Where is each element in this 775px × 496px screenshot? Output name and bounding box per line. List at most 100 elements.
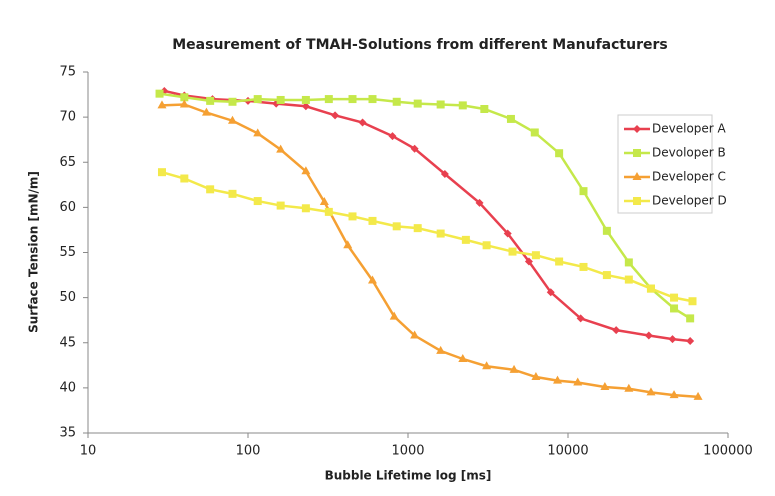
x-tick-label: 100000 (703, 444, 753, 459)
marker (157, 100, 167, 109)
marker (301, 204, 310, 213)
marker (482, 361, 492, 370)
series-line (161, 103, 699, 399)
marker (646, 284, 655, 293)
marker (579, 187, 588, 196)
marker (632, 172, 642, 180)
legend-label: Developer D (652, 194, 727, 208)
marker (155, 89, 164, 98)
marker (410, 330, 420, 339)
marker (228, 97, 237, 106)
x-tick-label: 10000 (547, 444, 588, 459)
marker (482, 241, 491, 250)
marker (253, 128, 263, 137)
y-tick-label: 50 (59, 290, 76, 305)
marker (368, 95, 377, 104)
marker (579, 262, 588, 271)
marker (348, 212, 357, 221)
legend-label: Developer A (652, 122, 727, 136)
y-tick-label: 55 (59, 245, 76, 260)
marker (388, 132, 397, 141)
series-line (161, 170, 693, 303)
marker (553, 375, 563, 384)
marker (573, 377, 583, 386)
marker (688, 297, 697, 306)
marker (301, 102, 310, 111)
marker (410, 144, 419, 153)
marker (253, 95, 262, 104)
marker (413, 99, 422, 108)
marker (506, 114, 515, 123)
marker (475, 198, 484, 207)
marker (343, 240, 353, 249)
y-tick-label: 45 (59, 335, 76, 350)
marker (276, 95, 285, 104)
legend-label: Devoloper B (652, 146, 726, 160)
marker (392, 97, 401, 106)
marker (524, 257, 533, 266)
marker (612, 326, 621, 335)
marker (600, 381, 610, 390)
marker (206, 96, 215, 105)
legend-label: Developer C (652, 170, 726, 184)
marker (670, 293, 679, 302)
y-tick-label: 70 (59, 110, 76, 125)
marker (686, 314, 695, 323)
marker (276, 144, 286, 153)
marker (624, 258, 633, 267)
marker (253, 197, 262, 206)
x-tick-label: 1000 (391, 444, 424, 459)
y-tick-label: 60 (59, 200, 76, 215)
marker (180, 174, 189, 183)
marker (530, 128, 539, 137)
marker (633, 125, 641, 133)
marker (624, 383, 634, 392)
marker (686, 336, 695, 345)
marker (324, 95, 333, 104)
marker (331, 111, 340, 120)
marker (633, 149, 641, 157)
marker (669, 390, 679, 399)
marker (458, 353, 468, 362)
marker (670, 304, 679, 313)
marker (624, 275, 633, 284)
marker (436, 100, 445, 109)
marker (436, 229, 445, 238)
marker (644, 331, 653, 340)
marker (227, 115, 237, 124)
x-tick-label: 100 (236, 444, 261, 459)
y-axis-label: Surface Tension [mN/m] (27, 171, 41, 333)
legend: Developer A Devoloper B Developer C Develop… (617, 114, 727, 214)
marker (555, 149, 564, 158)
y-tick-label: 35 (59, 426, 76, 441)
marker (392, 222, 401, 231)
marker (576, 314, 585, 323)
series-line (164, 89, 691, 343)
marker (531, 251, 540, 260)
marker (555, 257, 564, 266)
chart-title: Measurement of TMAH-Solutions from diffe… (172, 37, 667, 53)
marker (368, 275, 378, 284)
marker (461, 235, 470, 244)
marker (228, 189, 237, 198)
marker (440, 169, 449, 178)
marker (633, 197, 641, 205)
marker (531, 372, 541, 381)
marker (180, 93, 189, 102)
marker (358, 118, 367, 127)
marker (348, 95, 357, 104)
y-tick-label: 40 (59, 380, 76, 395)
marker (301, 166, 311, 175)
marker (206, 185, 215, 194)
marker (319, 196, 329, 205)
marker (276, 201, 285, 210)
marker (503, 229, 512, 238)
marker (480, 105, 489, 114)
marker (458, 101, 467, 110)
y-tick-label: 75 (59, 65, 76, 80)
series-line (159, 92, 691, 320)
y-tick-label: 65 (59, 155, 76, 170)
marker (157, 168, 166, 177)
marker (368, 216, 377, 225)
